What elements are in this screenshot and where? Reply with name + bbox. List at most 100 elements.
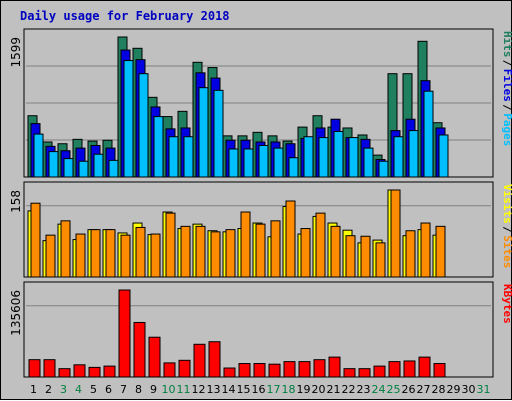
bar-pages-day-6-body [108,159,119,178]
bar-pages-day-1 [33,133,44,178]
bar-pages-day-28 [438,134,449,178]
bar-kbytes-day-24 [373,365,386,378]
bar-pages-day-2-body [48,151,59,178]
bar-pages-day-16-body [258,144,269,178]
bar-pages-day-12-body [198,87,209,178]
bar-sites-day-4-body [75,233,86,278]
bar-sites-day-16 [255,223,266,278]
day-label-1: 1 [30,383,37,396]
day-label-27: 27 [417,383,431,396]
bar-kbytes-day-8-body [133,321,146,378]
day-label-10: 10 [162,383,176,396]
bar-pages-day-8-body [138,73,149,178]
bar-kbytes-day-20-body [313,359,326,378]
bar-sites-day-24 [375,242,386,278]
bar-kbytes-day-9 [148,336,161,378]
bar-sites-day-20 [315,212,326,278]
bar-kbytes-day-5 [88,366,101,378]
day-label-12: 12 [192,383,206,396]
legend-separator: / [501,226,512,233]
bar-sites-day-27 [420,222,431,278]
bar-pages-day-19-body [303,136,314,178]
bar-sites-day-1 [30,202,41,278]
day-label-19: 19 [297,383,311,396]
day-label-7: 7 [120,383,127,396]
bar-sites-day-5 [90,229,101,278]
bar-kbytes-day-17-body [268,363,281,378]
bar-kbytes-day-16 [253,363,266,378]
day-label-30: 30 [462,383,476,396]
day-label-4: 4 [75,383,82,396]
bar-pages-day-3-body [63,158,74,178]
day-label-11: 11 [177,383,191,396]
bar-sites-day-19 [300,228,311,278]
legend-hits-files-pages: Hits / Files / Pages [501,31,512,146]
bar-pages-day-21-body [333,130,344,178]
day-label-20: 20 [312,383,326,396]
bar-kbytes-day-26 [403,360,416,378]
bar-kbytes-day-5-body [88,366,101,378]
day-label-24: 24 [372,383,386,396]
bar-sites-day-10-body [165,212,176,278]
bar-sites-day-28-body [435,225,446,278]
bar-pages-day-20-body [318,137,329,178]
bar-sites-day-26-body [405,230,416,278]
bar-kbytes-day-18-body [283,361,296,378]
bar-pages-day-2 [48,151,59,178]
bar-sites-day-17-body [270,220,281,278]
bar-pages-day-27-body [423,90,434,178]
day-label-16: 16 [252,383,266,396]
bar-sites-day-26 [405,230,416,278]
bar-pages-day-10 [168,136,179,178]
bar-kbytes-day-14 [223,367,236,378]
bar-sites-day-3 [60,220,71,278]
day-label-5: 5 [90,383,97,396]
bar-sites-day-9 [150,233,161,278]
bar-pages-day-25-body [393,136,404,178]
bar-sites-day-21 [330,225,341,278]
day-label-18: 18 [282,383,296,396]
y-max-label: 158 [9,190,23,213]
day-label-26: 26 [402,383,416,396]
bar-sites-day-14 [225,229,236,278]
bar-kbytes-day-16-body [253,363,266,378]
bar-pages-day-17 [273,147,284,178]
legend-separator: / [501,60,512,67]
bar-kbytes-day-20 [313,359,326,378]
day-label-25: 25 [387,383,401,396]
bar-kbytes-day-21-body [328,356,341,378]
bar-pages-day-11-body [183,136,194,178]
bar-sites-day-12 [195,225,206,278]
bar-kbytes-day-23 [358,368,371,378]
bar-kbytes-day-4 [73,364,86,378]
bar-sites-day-14-body [225,229,236,278]
bar-pages-day-9 [153,116,164,178]
day-label-23: 23 [357,383,371,396]
bar-pages-day-25 [393,136,404,178]
day-label-31: 31 [477,383,491,396]
bar-pages-day-3 [63,158,74,178]
day-label-28: 28 [432,383,446,396]
day-label-6: 6 [105,383,112,396]
bar-kbytes-day-28-body [433,363,446,378]
bar-pages-day-17-body [273,147,284,178]
bar-sites-day-3-body [60,220,71,278]
bar-sites-day-16-body [255,223,266,278]
bar-kbytes-day-22 [343,368,356,378]
bar-pages-day-26 [408,130,419,178]
day-label-17: 17 [267,383,281,396]
bar-kbytes-day-7 [118,289,131,378]
bar-kbytes-day-25 [388,361,401,378]
bar-pages-day-7-body [123,60,134,178]
legend-visits-sites: Visits / Sites [501,184,512,268]
bar-kbytes-day-6 [103,365,116,378]
bar-kbytes-day-21 [328,356,341,378]
bar-sites-day-22 [345,235,356,278]
bar-sites-day-15 [240,211,251,278]
y-max-label: 135606 [9,290,23,336]
panel-hits-files-pages: 1599 Hits / Files / Pages [9,28,512,178]
bar-pages-day-21 [333,130,344,178]
bar-sites-day-19-body [300,228,311,278]
